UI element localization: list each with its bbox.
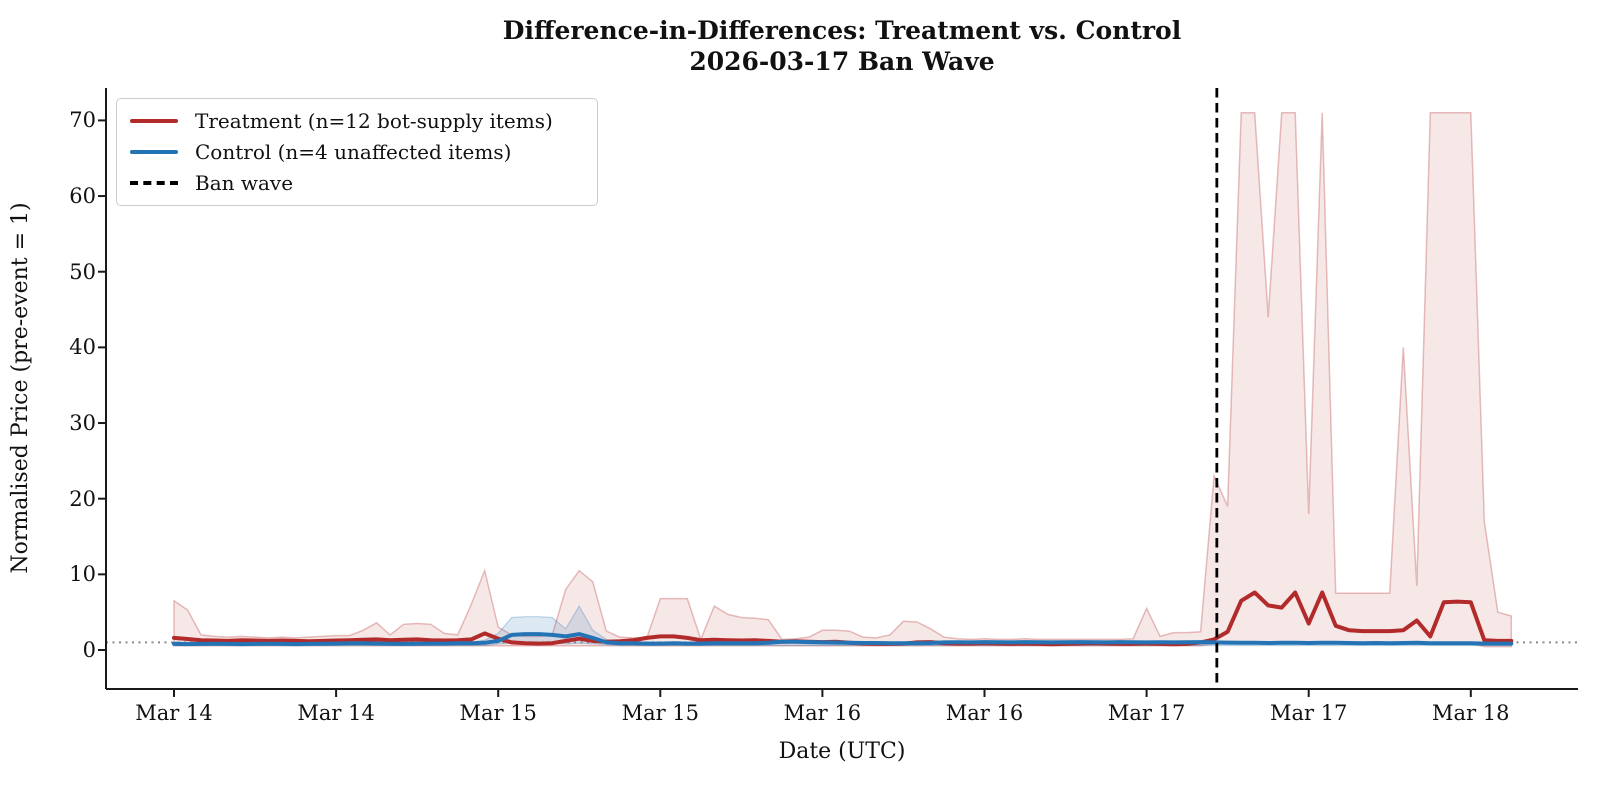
y-tick-label: 50: [69, 259, 96, 284]
control-line-swatch: [130, 149, 178, 154]
axes-spines: [105, 88, 1578, 690]
y-tick-label: 60: [69, 184, 96, 209]
y-tick-label: 30: [69, 411, 96, 436]
y-tick-label: 70: [69, 108, 96, 133]
x-tick-label: Mar 17: [1107, 701, 1186, 725]
treatment-band-edge: [173, 112, 1513, 648]
y-tick-label: 0: [82, 638, 96, 662]
y-axis-label: Normalised Price (pre-event = 1): [8, 202, 33, 573]
treatment-line-swatch: [130, 118, 178, 123]
chart-title-line2: 2026-03-17 Ban Wave: [689, 47, 994, 76]
x-tick-label: Mar 16: [783, 701, 862, 725]
x-tick-label: Mar 16: [945, 701, 1024, 725]
y-tick-label: 10: [69, 562, 96, 587]
x-axis-label: Date (UTC): [779, 739, 906, 764]
legend-label-control: Control (n=4 unaffected items): [195, 139, 512, 164]
control-line: [172, 632, 1514, 647]
x-tick-label: Mar 15: [621, 701, 700, 725]
treatment-minmax-band: [174, 112, 1512, 647]
ban-wave-line-swatch: [130, 181, 178, 186]
y-tick-label: 20: [69, 486, 96, 511]
x-tick-label: Mar 15: [459, 701, 537, 725]
chart-title-line1: Difference-in-Differences: Treatment vs.…: [503, 16, 1181, 45]
x-tick-label: Mar 17: [1269, 701, 1348, 725]
legend-row-treatment: Treatment (n=12 bot-supply items): [117, 105, 597, 136]
legend-row-control: Control (n=4 unaffected items): [117, 136, 597, 167]
y-tick-label: 40: [69, 335, 96, 360]
x-tick-label: Mar 14: [297, 701, 375, 725]
legend-label-treatment: Treatment (n=12 bot-supply items): [195, 108, 553, 133]
legend: Treatment (n=12 bot-supply items) Contro…: [116, 98, 598, 206]
legend-row-banwave: Ban wave: [117, 168, 597, 199]
x-tick-label: Mar 14: [135, 701, 213, 725]
axis-tick-marks: [98, 119, 1472, 697]
x-tick-label: Mar 18: [1432, 701, 1510, 725]
legend-label-banwave: Ban wave: [195, 171, 294, 196]
